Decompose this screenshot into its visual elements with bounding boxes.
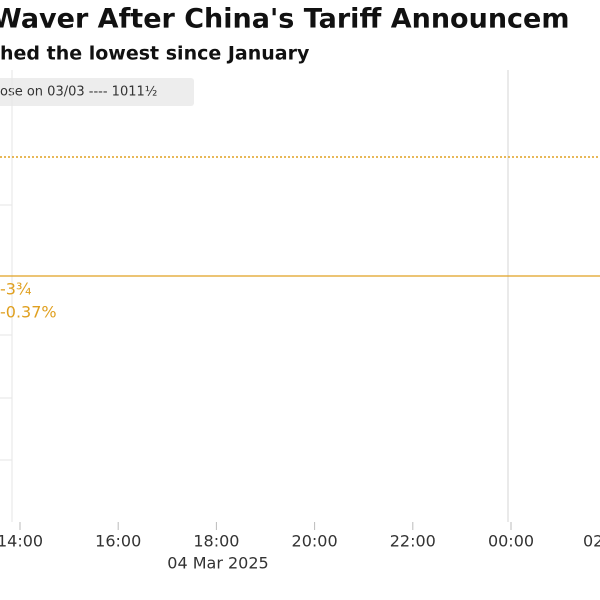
legend-label: ose on 03/03 ---- 1011½ <box>0 85 157 100</box>
chart-title: Waver After China's Tariff Announcem <box>0 4 570 35</box>
chart-subtitle: hed the lowest since January <box>0 43 310 65</box>
x-tick-label: 00:00 <box>488 532 534 551</box>
change-annotation: -3¾ <box>0 280 31 299</box>
x-tick-label: 14:00 <box>0 532 43 551</box>
x-tick-label: 18:00 <box>193 532 239 551</box>
grid <box>0 70 509 522</box>
x-tick-label: 02 <box>583 532 600 551</box>
x-tick-label: 16:00 <box>95 532 141 551</box>
legend-box <box>0 78 194 106</box>
x-tick-label: 22:00 <box>390 532 436 551</box>
x-tick-label: 20:00 <box>292 532 338 551</box>
change-percent-annotation: -0.37% <box>0 303 57 322</box>
date-label: 04 Mar 2025 <box>167 554 268 573</box>
